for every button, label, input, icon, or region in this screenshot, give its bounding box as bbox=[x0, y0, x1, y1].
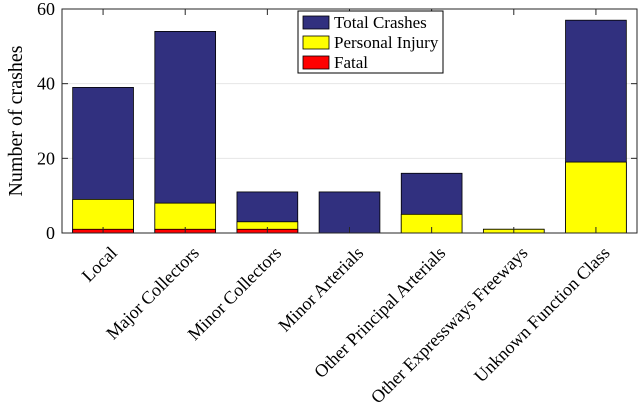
y-axis-label: Number of crashes bbox=[5, 45, 27, 196]
y-tick-label-0: 0 bbox=[46, 223, 55, 243]
y-tick-label-40: 40 bbox=[37, 74, 55, 94]
x-tick-label-other-expressways-freeways: Other Expressways Freeways bbox=[367, 243, 532, 408]
bars bbox=[72, 19, 627, 234]
legend-swatch-fatal bbox=[302, 55, 330, 70]
legend-label-total-crashes: Total Crashes bbox=[334, 13, 427, 32]
bar-total-crashes-minor-arterials bbox=[318, 191, 381, 234]
legend-label-personal-injury: Personal Injury bbox=[334, 33, 439, 52]
legend-swatch-personal-injury bbox=[302, 35, 330, 50]
y-tick-label-60: 60 bbox=[37, 0, 55, 19]
y-tick-labels: 0 20 40 60 bbox=[37, 0, 55, 243]
x-tick-label-minor-arterials: Minor Arterials bbox=[274, 243, 367, 336]
axes bbox=[61, 8, 638, 234]
bar-personal-injury-unknown-function-class bbox=[565, 161, 627, 234]
bar-total-crashes-major-collectors bbox=[154, 30, 217, 234]
x-tick-label-unknown-function-class: Unknown Function Class bbox=[470, 243, 614, 387]
legend-label-fatal: Fatal bbox=[334, 53, 368, 72]
legend-swatch-total-crashes bbox=[302, 15, 330, 30]
x-tick-label-local: Local bbox=[78, 243, 121, 286]
y-tick-label-20: 20 bbox=[37, 148, 55, 168]
legend: Total Crashes Personal Injury Fatal bbox=[297, 10, 444, 74]
